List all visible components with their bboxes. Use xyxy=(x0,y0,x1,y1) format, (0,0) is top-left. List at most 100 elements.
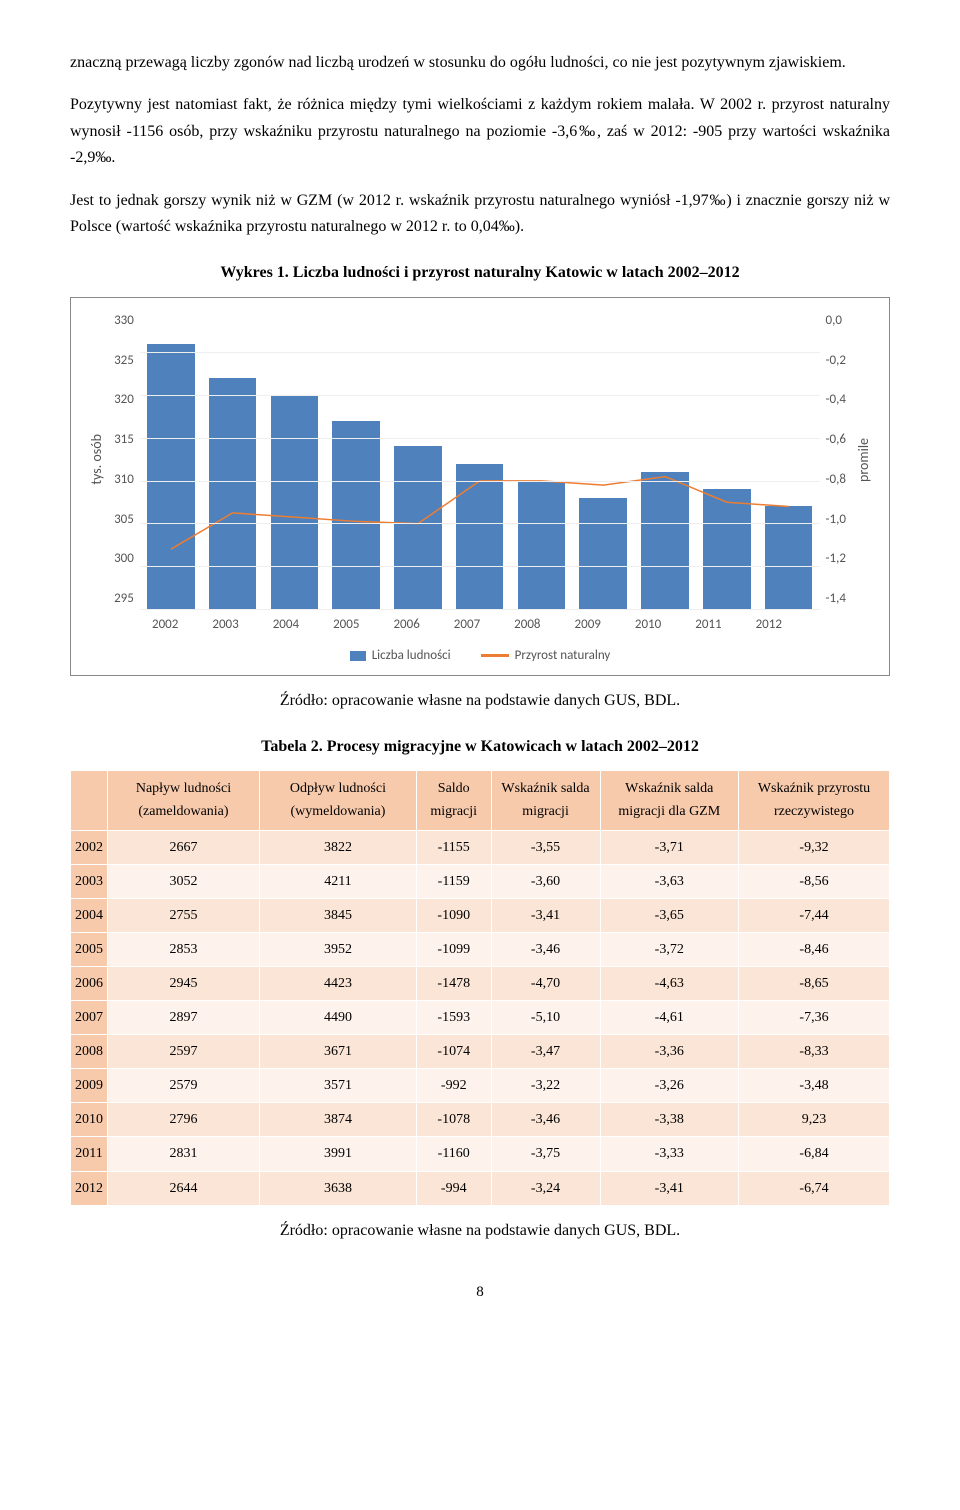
table-cell: 3052 xyxy=(108,864,260,898)
table-cell: -8,65 xyxy=(739,966,890,1000)
table-row: 200528533952-1099-3,46-3,72-8,46 xyxy=(71,932,890,966)
grid-line xyxy=(140,523,820,524)
table-cell: 3952 xyxy=(259,932,416,966)
x-tick: 2009 xyxy=(575,614,601,635)
table-cell: 3822 xyxy=(259,830,416,864)
table-cell: 4423 xyxy=(259,966,416,1000)
table-cell: 2644 xyxy=(108,1171,260,1205)
table-cell: 2579 xyxy=(108,1069,260,1103)
table-cell: -4,61 xyxy=(600,1001,738,1035)
x-tick: 2006 xyxy=(393,614,419,635)
table-cell: -3,46 xyxy=(491,1103,600,1137)
table-cell: -3,65 xyxy=(600,898,738,932)
y-axis-left-label: tys. osób xyxy=(83,434,110,485)
table-cell: -4,70 xyxy=(491,966,600,1000)
table-cell: 2796 xyxy=(108,1103,260,1137)
grid-line xyxy=(140,438,820,439)
table-cell: -3,75 xyxy=(491,1137,600,1171)
table-cell: -3,63 xyxy=(600,864,738,898)
table-cell: 3991 xyxy=(259,1137,416,1171)
table-year-cell: 2004 xyxy=(71,898,108,932)
chart-body: tys. osób 330325320315310305300295 0,0-0… xyxy=(83,310,877,610)
table-cell: -3,71 xyxy=(600,830,738,864)
table-year-cell: 2003 xyxy=(71,864,108,898)
table-row: 201128313991-1160-3,75-3,33-6,84 xyxy=(71,1137,890,1171)
legend-label-bar: Liczba ludności xyxy=(372,645,451,666)
table-cell: 2597 xyxy=(108,1035,260,1069)
table-cell: 3671 xyxy=(259,1035,416,1069)
table-cell: -6,84 xyxy=(739,1137,890,1171)
table-cell: -6,74 xyxy=(739,1171,890,1205)
table-header-cell xyxy=(71,771,108,830)
table-cell: -9,32 xyxy=(739,830,890,864)
table-cell: -1099 xyxy=(416,932,491,966)
table-row: 200226673822-1155-3,55-3,71-9,32 xyxy=(71,830,890,864)
table-cell: -3,36 xyxy=(600,1035,738,1069)
y-left-tick: 325 xyxy=(114,350,134,371)
table-source: Źródło: opracowanie własne na podstawie … xyxy=(70,1218,890,1244)
table-cell: -1478 xyxy=(416,966,491,1000)
table-year-cell: 2007 xyxy=(71,1001,108,1035)
line-overlay xyxy=(140,310,820,609)
y-right-tick: -1,4 xyxy=(826,588,846,609)
table-cell: 2897 xyxy=(108,1001,260,1035)
table-cell: -3,26 xyxy=(600,1069,738,1103)
table-cell: -3,22 xyxy=(491,1069,600,1103)
x-tick: 2005 xyxy=(333,614,359,635)
table-cell: 2853 xyxy=(108,932,260,966)
table-cell: -7,44 xyxy=(739,898,890,932)
x-tick: 2004 xyxy=(273,614,299,635)
y-right-tick: -0,8 xyxy=(826,469,846,490)
paragraph-1: znaczną przewagą liczby zgonów nad liczb… xyxy=(70,50,890,76)
x-tick: 2008 xyxy=(514,614,540,635)
table-cell: -3,46 xyxy=(491,932,600,966)
y-right-tick: -1,0 xyxy=(826,509,846,530)
table-cell: 4211 xyxy=(259,864,416,898)
grid-line xyxy=(140,609,820,610)
table-cell: -4,63 xyxy=(600,966,738,1000)
table-cell: -1074 xyxy=(416,1035,491,1069)
plot-area xyxy=(140,310,820,610)
x-tick: 2007 xyxy=(454,614,480,635)
table-cell: -3,72 xyxy=(600,932,738,966)
table-header-cell: Wskaźnik przyrostu rzeczywistego xyxy=(739,771,890,830)
table-cell: -3,60 xyxy=(491,864,600,898)
table-cell: -1090 xyxy=(416,898,491,932)
paragraph-3: Jest to jednak gorszy wynik niż w GZM (w… xyxy=(70,188,890,241)
table-cell: -3,41 xyxy=(600,1171,738,1205)
table-cell: -5,10 xyxy=(491,1001,600,1035)
x-tick: 2011 xyxy=(695,614,721,635)
table-header-cell: Napływ ludności (zameldowania) xyxy=(108,771,260,830)
table-row: 200825973671-1074-3,47-3,36-8,33 xyxy=(71,1035,890,1069)
legend-swatch-line xyxy=(481,654,509,657)
table-row: 200629454423-1478-4,70-4,63-8,65 xyxy=(71,966,890,1000)
y-axis-right-ticks: 0,0-0,2-0,4-0,6-0,8-1,0-1,2-1,4 xyxy=(822,310,850,610)
chart-container: tys. osób 330325320315310305300295 0,0-0… xyxy=(70,297,890,676)
grid-line xyxy=(140,566,820,567)
migration-table: Napływ ludności (zameldowania)Odpływ lud… xyxy=(70,770,890,1205)
chart-source: Źródło: opracowanie własne na podstawie … xyxy=(70,688,890,714)
y-right-tick: -0,4 xyxy=(826,389,846,410)
y-axis-right-label: promile xyxy=(850,438,877,482)
table-cell: -3,55 xyxy=(491,830,600,864)
x-tick: 2003 xyxy=(212,614,238,635)
y-left-tick: 330 xyxy=(114,310,134,331)
y-left-tick: 295 xyxy=(114,588,134,609)
table-cell: -1593 xyxy=(416,1001,491,1035)
grid-line xyxy=(140,481,820,482)
table-cell: 3874 xyxy=(259,1103,416,1137)
trend-line xyxy=(171,476,789,549)
table-header-cell: Odpływ ludności (wymeldowania) xyxy=(259,771,416,830)
table-year-cell: 2002 xyxy=(71,830,108,864)
table-year-cell: 2008 xyxy=(71,1035,108,1069)
table-cell: -8,33 xyxy=(739,1035,890,1069)
table-cell: -3,24 xyxy=(491,1171,600,1205)
table-cell: 3638 xyxy=(259,1171,416,1205)
table-cell: -3,41 xyxy=(491,898,600,932)
table-caption: Tabela 2. Procesy migracyjne w Katowicac… xyxy=(70,734,890,760)
table-cell: -7,36 xyxy=(739,1001,890,1035)
table-cell: 2831 xyxy=(108,1137,260,1171)
table-year-cell: 2006 xyxy=(71,966,108,1000)
table-cell: 2945 xyxy=(108,966,260,1000)
x-axis-ticks: 2002200320042005200620072008200920102011… xyxy=(83,610,877,635)
